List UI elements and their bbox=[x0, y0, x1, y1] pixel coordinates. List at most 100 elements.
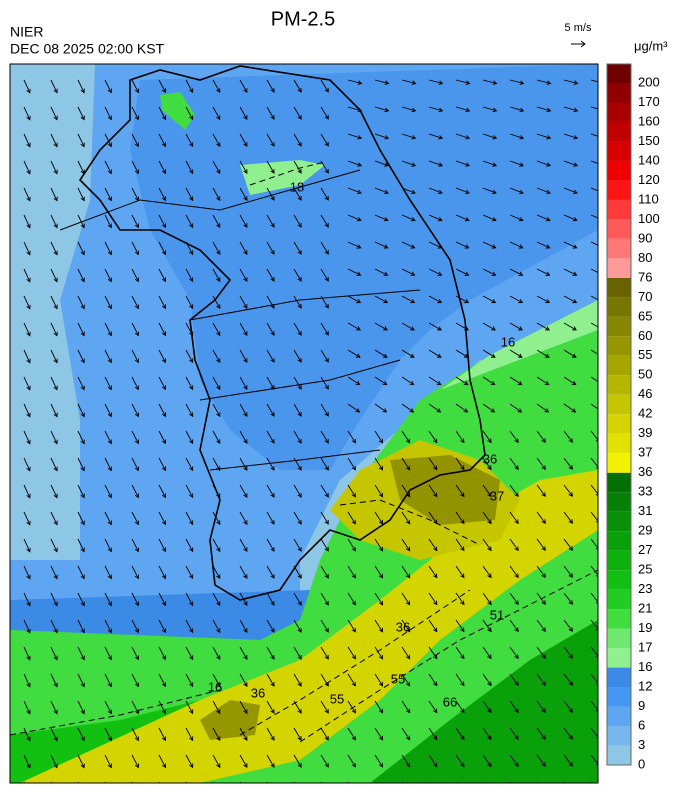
wind-arrow bbox=[266, 295, 275, 309]
wind-arrow bbox=[401, 700, 411, 714]
wind-arrow bbox=[590, 376, 598, 383]
contour-lines bbox=[10, 161, 598, 743]
wind-arrow bbox=[212, 646, 221, 661]
colorbar-swatch bbox=[607, 609, 631, 629]
wind-arrow bbox=[401, 619, 411, 633]
wind-arrow bbox=[77, 214, 85, 229]
wind-arrow bbox=[590, 322, 598, 328]
wind-arrow bbox=[374, 673, 384, 687]
wind-arrow bbox=[158, 754, 167, 769]
wind-arrow bbox=[536, 565, 546, 579]
wind-arrow bbox=[293, 781, 296, 783]
wind-arrow bbox=[320, 781, 323, 783]
wind-arrow bbox=[185, 457, 194, 472]
colorbar-swatch bbox=[607, 238, 631, 259]
contour-label: 51 bbox=[490, 607, 504, 622]
wind-arrow bbox=[50, 538, 58, 553]
wind-arrow bbox=[509, 106, 525, 113]
wind-arrow bbox=[23, 430, 31, 445]
wind-arrow bbox=[428, 241, 443, 249]
wind-arrow bbox=[374, 538, 384, 552]
wind-arrow bbox=[590, 754, 598, 766]
wind-arrow bbox=[266, 160, 275, 174]
colorbar-label: 19 bbox=[638, 620, 652, 635]
wind-arrow bbox=[320, 376, 329, 390]
wind-arrow bbox=[455, 646, 465, 660]
colorbar-swatch bbox=[607, 745, 631, 765]
wind-arrow bbox=[563, 484, 573, 497]
wind-arrow bbox=[104, 592, 112, 607]
wind-arrow bbox=[401, 754, 411, 768]
wind-arrow bbox=[590, 241, 598, 246]
wind-arrow bbox=[482, 106, 498, 113]
wind-arrow bbox=[590, 430, 598, 442]
colorbar-label: 21 bbox=[638, 601, 652, 616]
source: NIER bbox=[10, 24, 43, 40]
colorbar-swatch bbox=[607, 667, 631, 688]
wind-arrow bbox=[401, 673, 411, 687]
wind-arrow bbox=[185, 727, 194, 742]
wind-arrow bbox=[266, 268, 275, 282]
wind-arrow bbox=[185, 538, 194, 553]
wind-arrow bbox=[563, 187, 578, 195]
wind-arrow bbox=[239, 781, 242, 783]
colorbar-label: 25 bbox=[638, 562, 652, 577]
colorbar-swatch bbox=[607, 141, 631, 161]
wind-arrow bbox=[401, 295, 416, 304]
wind-arrow bbox=[212, 187, 221, 202]
wind-arrow bbox=[482, 376, 496, 386]
wind-arrow bbox=[455, 727, 465, 741]
wind-arrow bbox=[401, 268, 416, 276]
wind-arrow bbox=[347, 457, 356, 471]
wind-arrow bbox=[293, 349, 302, 363]
colorbar-swatch bbox=[607, 492, 631, 512]
wind-arrow bbox=[185, 376, 194, 391]
wind-arrow bbox=[401, 106, 417, 113]
wind-arrow bbox=[185, 268, 194, 283]
wind-arrow bbox=[320, 106, 329, 120]
wind-arrow bbox=[212, 295, 221, 310]
wind-arrow bbox=[158, 133, 167, 148]
wind-arrow bbox=[536, 511, 546, 525]
wind-arrow bbox=[239, 187, 248, 201]
colorbar-label: 140 bbox=[638, 152, 660, 167]
wind-arrow bbox=[401, 79, 417, 85]
wind-arrow bbox=[212, 673, 221, 688]
wind-arrow bbox=[158, 187, 167, 202]
wind-arrow bbox=[428, 457, 438, 471]
wind-arrow bbox=[158, 376, 167, 391]
colorbar-swatch bbox=[607, 706, 631, 727]
wind-arrow bbox=[563, 592, 573, 605]
contour-label: 16 bbox=[208, 679, 222, 694]
wind-arrow bbox=[482, 268, 497, 276]
wind-arrow bbox=[239, 592, 248, 606]
wind-arrow bbox=[509, 268, 524, 276]
wind-arrow bbox=[428, 646, 438, 660]
wind-arrow bbox=[266, 241, 275, 255]
contour-label: 18 bbox=[290, 179, 304, 194]
wind-arrow bbox=[23, 106, 31, 121]
contour-label: 36 bbox=[396, 619, 410, 634]
colorbar-label: 6 bbox=[638, 717, 645, 732]
wind-arrow bbox=[563, 457, 573, 470]
wind-arrow bbox=[401, 160, 417, 167]
colorbar-swatch bbox=[607, 102, 631, 122]
wind-arrow bbox=[590, 619, 598, 631]
wind-arrow bbox=[455, 592, 465, 606]
wind-arrow bbox=[185, 133, 194, 148]
wind-arrow bbox=[401, 565, 411, 579]
wind-arrow bbox=[23, 565, 31, 580]
wind-arrow bbox=[563, 781, 566, 783]
wind-arrow bbox=[23, 322, 31, 337]
colorbar-swatch bbox=[607, 355, 631, 376]
wind-arrow bbox=[536, 592, 546, 606]
wind-arrow bbox=[212, 484, 221, 499]
wind-arrow bbox=[212, 133, 221, 148]
wind-arrow bbox=[482, 484, 492, 498]
colorbar-swatch bbox=[607, 180, 631, 200]
wind-arrow bbox=[104, 619, 112, 634]
wind-arrow bbox=[428, 484, 438, 498]
contour-label: 55 bbox=[391, 671, 405, 686]
wind-arrow bbox=[293, 727, 302, 741]
wind-arrow bbox=[401, 511, 411, 525]
